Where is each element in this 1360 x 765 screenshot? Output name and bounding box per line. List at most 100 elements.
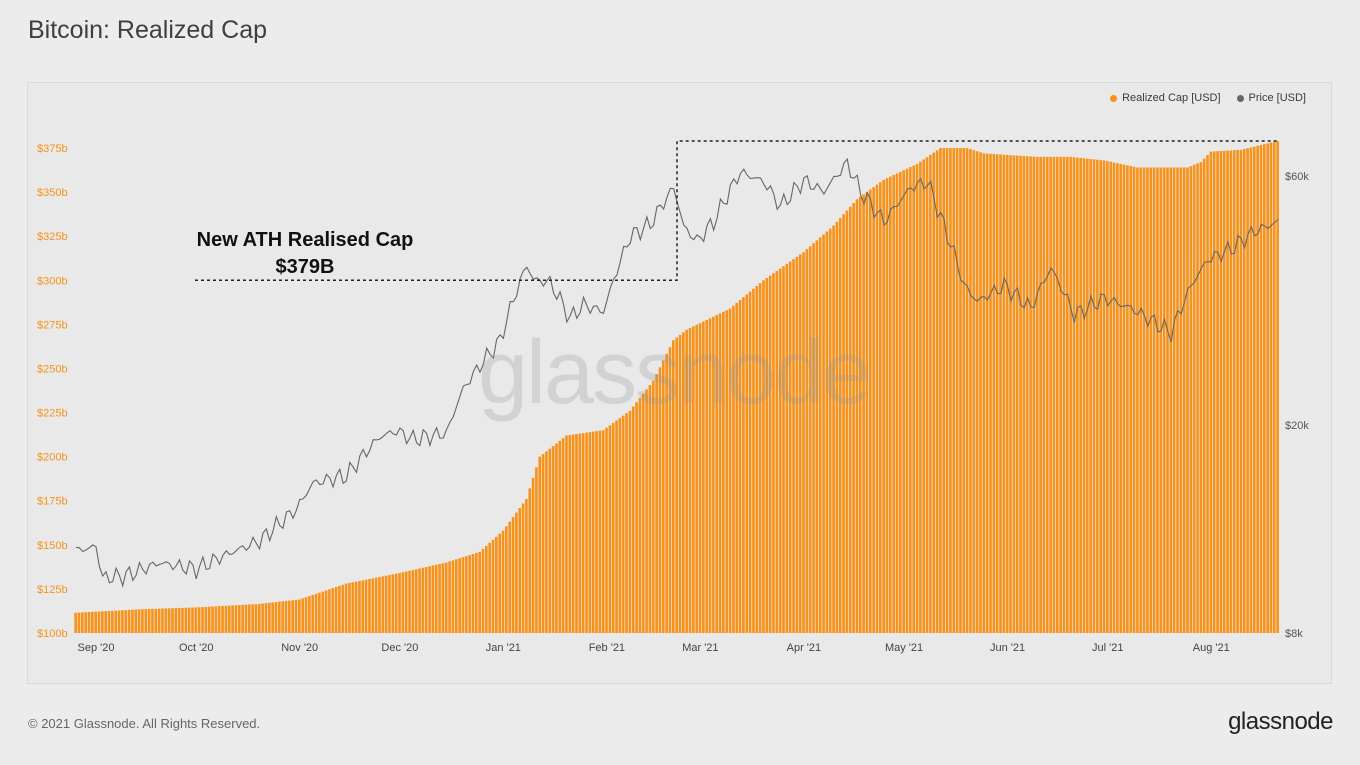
realized-cap-bar: [358, 580, 361, 633]
realized-cap-bar: [254, 604, 258, 633]
realized-cap-bar: [91, 611, 94, 633]
x-tick-label: Jan '21: [486, 642, 521, 654]
realized-cap-bar: [261, 603, 264, 633]
realized-cap-bar: [962, 148, 966, 634]
realized-cap-bar: [815, 240, 819, 633]
realized-cap-bar: [241, 604, 244, 633]
realized-cap-bar: [838, 218, 842, 633]
realized-cap-bar: [418, 568, 421, 633]
realized-cap-bar: [1072, 157, 1076, 633]
realized-cap-bar: [1146, 167, 1149, 633]
realized-cap-bar: [141, 609, 144, 633]
legend-item-price[interactable]: Price [USD]: [1236, 92, 1306, 104]
realized-cap-bar: [288, 600, 291, 633]
realized-cap-bar: [525, 498, 528, 633]
realized-cap-bar: [1142, 167, 1146, 633]
y-left-tick-label: $250b: [37, 363, 68, 375]
x-tick-label: Apr '21: [787, 642, 822, 654]
realized-cap-bar: [348, 582, 351, 633]
realized-cap-bar: [334, 587, 338, 633]
realized-cap-bar: [1055, 156, 1059, 633]
realized-cap-bar: [565, 435, 568, 633]
realized-cap-bar: [1089, 158, 1092, 633]
realized-cap-bar: [161, 608, 164, 633]
realized-cap-bar: [812, 243, 815, 633]
realized-cap-bar: [1169, 167, 1173, 633]
realized-cap-bar: [388, 575, 391, 633]
realized-cap-bar: [805, 249, 809, 633]
realized-cap-bar: [875, 184, 879, 633]
realized-cap-bar: [725, 310, 729, 633]
realized-cap-bar: [1076, 157, 1079, 633]
realized-cap-bar: [955, 148, 959, 634]
realized-cap-bar: [134, 609, 138, 633]
realized-cap-bar: [692, 326, 695, 633]
realized-cap-bar: [668, 347, 672, 633]
realized-cap-bar: [698, 323, 702, 633]
realized-cap-bar: [87, 612, 91, 633]
realized-cap-bar: [131, 609, 134, 633]
realized-cap-bar: [772, 273, 775, 633]
realized-cap-bar: [935, 150, 939, 633]
realized-cap-bar: [925, 157, 929, 633]
legend-item-realized-cap[interactable]: Realized Cap [USD]: [1110, 92, 1221, 104]
realized-cap-bar: [191, 607, 194, 633]
realized-cap-bar: [712, 316, 715, 633]
realized-cap-bar: [174, 608, 178, 633]
realized-cap-bar: [641, 393, 645, 633]
realized-cap-bar: [378, 577, 381, 633]
realized-cap-bar: [147, 608, 151, 633]
realized-cap-bar: [257, 603, 261, 633]
realized-cap-bar: [284, 600, 288, 633]
realized-cap-bar: [865, 191, 869, 634]
realized-cap-bar: [585, 432, 588, 633]
realized-cap-bar: [171, 608, 174, 633]
realized-cap-bar: [808, 246, 812, 633]
realized-cap-bar: [217, 606, 221, 633]
realized-cap-bar: [548, 448, 552, 633]
realized-cap-bar: [515, 512, 518, 633]
y-left-tick-label: $300b: [37, 275, 68, 287]
y-left-tick-label: $350b: [37, 187, 68, 199]
realized-cap-bar: [211, 606, 214, 633]
realized-cap-bar: [561, 438, 565, 633]
realized-cap-bar: [221, 605, 224, 633]
realized-cap-bar: [431, 565, 435, 633]
realized-cap-bar: [371, 578, 375, 633]
realized-cap-bar: [571, 434, 575, 633]
realized-cap-bars: [74, 141, 1279, 634]
page-title: Bitcoin: Realized Cap: [28, 16, 268, 44]
realized-cap-bar: [364, 579, 368, 633]
realized-cap-bar: [1266, 143, 1269, 633]
realized-cap-bar: [638, 397, 642, 633]
realized-cap-bar: [454, 559, 458, 633]
realized-cap-bar: [124, 610, 128, 633]
realized-cap-bar: [685, 329, 688, 633]
realized-cap-bar: [785, 263, 789, 633]
realized-cap-bar: [575, 434, 578, 633]
realized-cap-bar: [444, 562, 448, 633]
realized-cap-bar: [1022, 155, 1026, 633]
realized-cap-bar: [1229, 150, 1233, 633]
realized-cap-bar: [468, 555, 471, 633]
realized-cap-bar: [929, 154, 932, 634]
realized-cap-bar: [855, 199, 859, 633]
realized-cap-bar: [601, 430, 605, 633]
realized-cap-bar: [732, 305, 735, 633]
realized-cap-bar: [291, 600, 294, 633]
realized-cap-bar: [555, 443, 558, 633]
realized-cap-bar: [905, 168, 909, 633]
glassnode-logo[interactable]: glassnode: [1228, 708, 1333, 735]
y-left-tick-label: $150b: [37, 540, 68, 552]
realized-cap-bar: [495, 536, 498, 633]
realized-cap-bar: [505, 526, 508, 633]
realized-cap-bar: [872, 187, 875, 633]
realized-cap-bar: [107, 610, 111, 633]
realized-cap-bar: [1099, 160, 1102, 634]
realized-cap-bar: [752, 288, 755, 633]
realized-cap-bar: [912, 165, 916, 633]
realized-cap-bar: [581, 433, 585, 633]
y-left-tick-label: $325b: [37, 231, 68, 243]
realized-cap-bar: [314, 593, 318, 633]
legend-label-realized-cap: Realized Cap [USD]: [1122, 92, 1221, 104]
